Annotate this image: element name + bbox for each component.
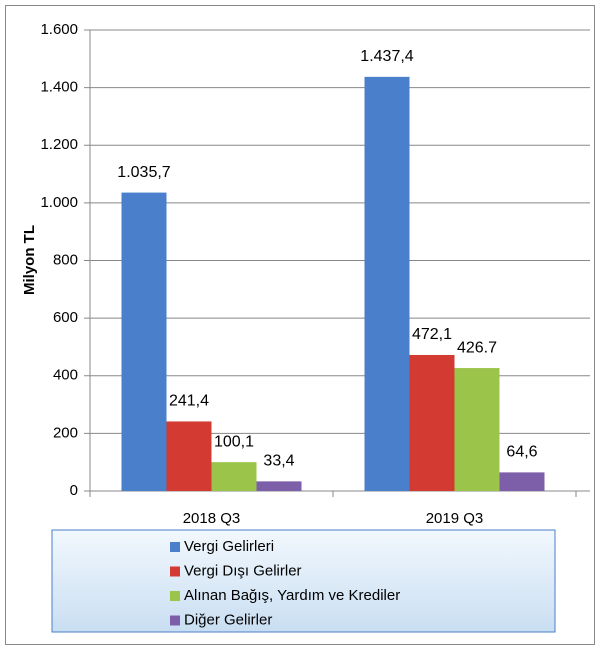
y-tick-label: 1.400: [40, 79, 78, 96]
y-tick-label: 400: [53, 367, 78, 384]
legend-box: [51, 529, 556, 633]
bar: [211, 462, 257, 491]
data-label: 426.7: [457, 339, 497, 356]
legend-label: Vergi Dışı Gelirler: [184, 562, 302, 579]
y-tick-label: 1.200: [40, 136, 78, 153]
data-label: 100,1: [214, 433, 254, 450]
x-tick-label: 2018 Q3: [183, 510, 241, 527]
legend-swatch: [170, 566, 180, 577]
legend-swatch: [170, 615, 180, 626]
legend-swatch: [170, 591, 180, 601]
bar: [499, 472, 545, 491]
y-tick-label: 1.600: [40, 21, 78, 38]
data-label: 33,4: [263, 453, 294, 470]
legend-swatch: [170, 542, 180, 552]
data-label: 64,6: [506, 444, 537, 461]
y-tick-label: 800: [53, 251, 78, 268]
y-tick-label: 1.000: [40, 194, 78, 211]
y-axis-label: Milyon TL: [21, 225, 38, 295]
bar: [166, 421, 212, 491]
bar: [454, 368, 500, 491]
data-label: 241,4: [169, 393, 209, 410]
y-tick-label: 200: [53, 424, 78, 441]
legend-label: Vergi Gelirleri: [184, 538, 274, 555]
y-tick-label: 600: [53, 309, 78, 326]
data-label: 472,1: [412, 326, 452, 343]
bar: [409, 354, 455, 491]
legend-label: Diğer Gelirler: [184, 611, 272, 628]
bar: [121, 192, 167, 492]
bar: [364, 76, 410, 491]
legend-label: Alınan Bağış, Yardım ve Krediler: [184, 587, 400, 604]
y-tick-label: 0: [70, 482, 78, 499]
data-label: 1.035,7: [117, 164, 170, 181]
x-tick-label: 2019 Q3: [426, 510, 484, 527]
data-label: 1.437,4: [360, 48, 413, 65]
bar: [256, 481, 302, 491]
